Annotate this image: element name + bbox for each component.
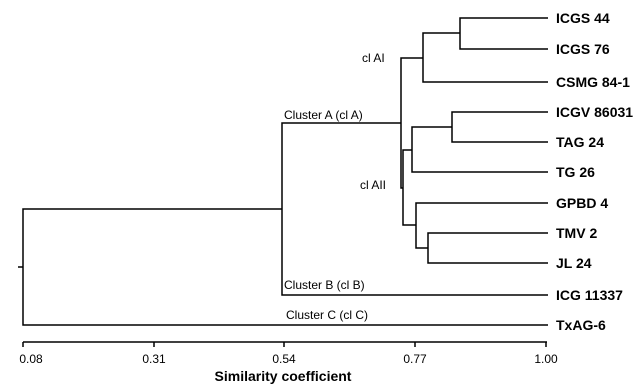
cluster-labels: cl AI cl AII Cluster A (cl A) Cluster B … <box>284 51 386 322</box>
leaf-label-jl24: JL 24 <box>556 255 592 271</box>
similarity-axis: 0.08 0.31 0.54 0.77 1.00 Similarity coef… <box>19 341 558 384</box>
leaf-label-icgv86031: ICGV 86031 <box>556 104 633 120</box>
leaf-label-csmg84-1: CSMG 84-1 <box>556 74 630 90</box>
branch-icgs44-icgs76 <box>459 17 548 50</box>
leaf-label-icgs76: ICGS 76 <box>556 41 610 57</box>
axis-tick-label-3: 0.77 <box>403 352 427 366</box>
axis-title: Similarity coefficient <box>215 368 352 384</box>
leaf-label-tg26: TG 26 <box>556 164 595 180</box>
leaf-label-icgs44: ICGS 44 <box>556 10 610 26</box>
axis-tick-label-2: 0.54 <box>272 352 296 366</box>
leaf-label-icg11337: ICG 11337 <box>556 287 623 303</box>
axis-tick-label-1: 0.31 <box>142 352 166 366</box>
leaf-labels: ICGS 44 ICGS 76 CSMG 84-1 ICGV 86031 TAG… <box>556 10 633 333</box>
dendrogram-branches <box>18 17 548 326</box>
leaf-label-gpbd4: GPBD 4 <box>556 195 608 211</box>
branch-icgv-tag <box>451 111 548 143</box>
axis-tick-label-0: 0.08 <box>19 352 43 366</box>
branch-tg26-join <box>411 126 548 173</box>
cluster-label-clusterA: Cluster A (cl A) <box>284 108 363 122</box>
axis-tick-label-4: 1.00 <box>534 352 558 366</box>
leaf-label-tag24: TAG 24 <box>556 134 604 150</box>
cluster-label-clAII: cl AII <box>360 178 386 192</box>
cluster-label-clusterB: Cluster B (cl B) <box>284 278 365 292</box>
branch-tmv-jl <box>427 232 548 264</box>
leaf-label-txag6: TxAG-6 <box>556 317 606 333</box>
branch-gpbd-join <box>415 202 548 249</box>
leaf-label-tmv2: TMV 2 <box>556 225 597 241</box>
branch-clA-clB-join <box>281 122 548 296</box>
branch-clAI-join <box>422 32 548 83</box>
cluster-label-clusterC: Cluster C (cl C) <box>286 308 368 322</box>
cluster-label-clAI: cl AI <box>362 51 385 65</box>
branch-clAII-join <box>402 149 416 226</box>
